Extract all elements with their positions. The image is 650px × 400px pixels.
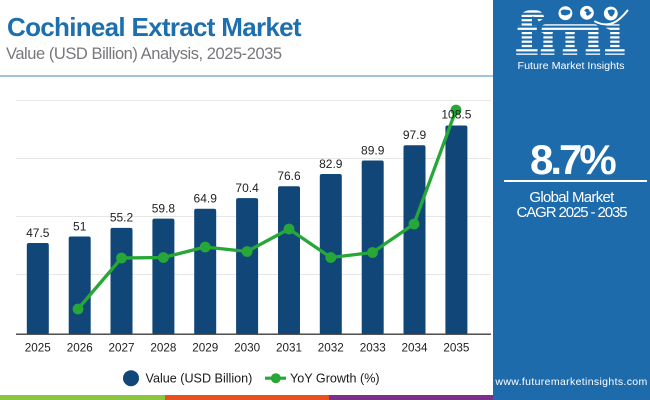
- svg-text:89.9: 89.9: [361, 143, 385, 157]
- svg-text:2025: 2025: [25, 342, 52, 355]
- svg-text:2030: 2030: [234, 342, 261, 355]
- svg-text:59.8: 59.8: [152, 201, 176, 215]
- svg-text:2031: 2031: [276, 342, 302, 355]
- svg-text:2033: 2033: [360, 342, 386, 355]
- svg-text:108.5: 108.5: [441, 107, 471, 121]
- svg-text:Future Market Insights: Future Market Insights: [518, 60, 625, 72]
- svg-text:2029: 2029: [192, 342, 218, 355]
- svg-text:YoY Growth (%): YoY Growth (%): [290, 372, 380, 386]
- svg-text:82.9: 82.9: [319, 157, 343, 171]
- svg-text:2027: 2027: [108, 342, 134, 355]
- svg-text:47.5: 47.5: [26, 226, 50, 240]
- svg-text:64.9: 64.9: [194, 192, 218, 206]
- svg-text:2032: 2032: [318, 342, 344, 355]
- svg-text:76.6: 76.6: [277, 169, 301, 183]
- svg-text:2026: 2026: [67, 342, 93, 355]
- svg-text:51: 51: [73, 219, 87, 233]
- svg-text:2028: 2028: [150, 342, 176, 355]
- svg-text:Value (USD Billion): Value (USD Billion): [146, 372, 253, 386]
- svg-text:2035: 2035: [443, 342, 470, 355]
- svg-text:2034: 2034: [401, 342, 428, 355]
- svg-text:97.9: 97.9: [403, 128, 427, 142]
- svg-text:70.4: 70.4: [235, 181, 259, 195]
- svg-text:55.2: 55.2: [110, 211, 134, 225]
